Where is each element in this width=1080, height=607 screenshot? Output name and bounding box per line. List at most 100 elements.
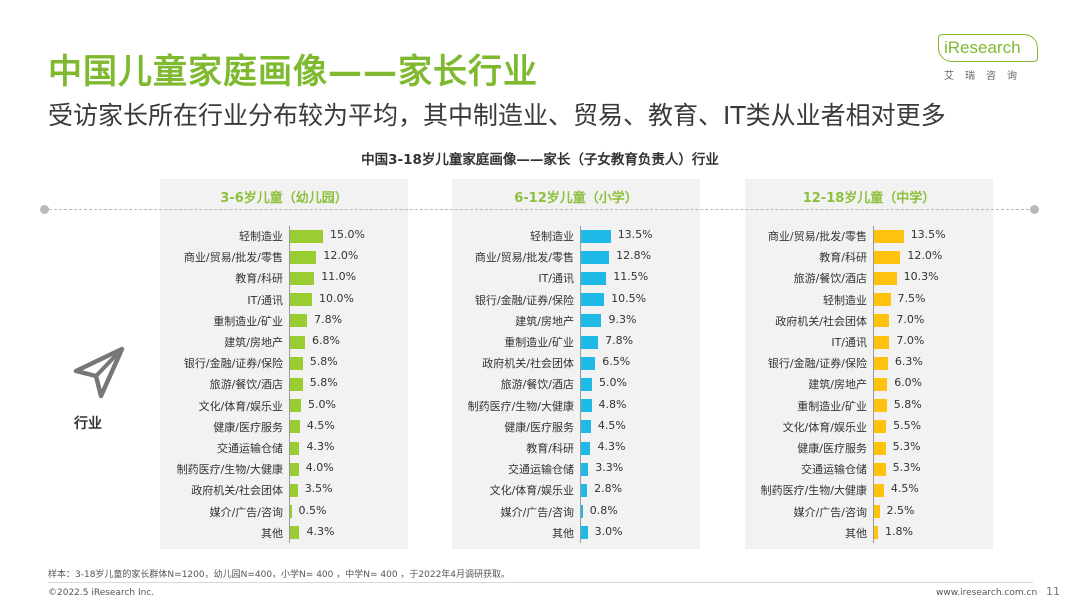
bar bbox=[874, 271, 897, 285]
bar bbox=[581, 420, 591, 434]
category-label: 制药医疗/生物/大健康 bbox=[760, 484, 867, 498]
category-label: 旅游/餐饮/酒店 bbox=[793, 272, 867, 286]
value-label: 10.0% bbox=[319, 291, 354, 305]
bar bbox=[290, 293, 312, 307]
chart-title: 中国3-18岁儿童家庭画像——家长（子女教育负责人）行业 bbox=[361, 152, 719, 168]
bar bbox=[874, 293, 891, 307]
footer-rule bbox=[48, 582, 1033, 583]
value-label: 7.8% bbox=[605, 334, 634, 347]
value-label: 4.0% bbox=[305, 461, 334, 475]
bar bbox=[874, 377, 888, 391]
category-label: 建筑/房地产 bbox=[515, 314, 574, 328]
bar bbox=[290, 271, 315, 285]
paper-plane-icon bbox=[73, 346, 125, 399]
sample-footnote: 样本：3-18岁儿童的家长群体N=1200，幼儿园N=400，小学N= 400 … bbox=[48, 570, 511, 580]
category-label: 教育/科研 bbox=[819, 251, 867, 265]
bar bbox=[874, 441, 886, 455]
category-label: 文化/体育/娱乐业 bbox=[489, 484, 574, 498]
panel-title-kindergarten: 3-6岁儿童（幼儿园） bbox=[220, 191, 348, 206]
value-label: 5.8% bbox=[309, 355, 338, 369]
category-label: 健康/医疗服务 bbox=[504, 420, 574, 434]
value-label: 6.5% bbox=[602, 355, 631, 369]
bar bbox=[290, 462, 299, 476]
bar bbox=[581, 505, 583, 519]
category-label: 旅游/餐饮/酒店 bbox=[209, 378, 283, 392]
bar bbox=[874, 314, 890, 328]
panel-kindergarten: 3-6岁儿童（幼儿园） bbox=[160, 179, 408, 549]
page-number: 11 bbox=[1046, 585, 1060, 598]
page-title: 中国儿童家庭画像——家长行业 bbox=[48, 52, 538, 92]
value-label: 5.5% bbox=[893, 418, 922, 432]
value-label: 0.5% bbox=[298, 503, 327, 517]
category-label: 其他 bbox=[552, 526, 574, 540]
bar bbox=[581, 483, 588, 497]
category-label: 其他 bbox=[845, 526, 867, 540]
value-label: 4.3% bbox=[597, 440, 626, 453]
category-label: 商业/贸易/批发/零售 bbox=[183, 251, 283, 265]
bar bbox=[290, 335, 305, 349]
bar bbox=[581, 250, 610, 264]
bar bbox=[581, 335, 599, 349]
panel-middle: 12-18岁儿童（中学） bbox=[745, 179, 993, 549]
bar bbox=[874, 526, 878, 540]
category-label: 教育/科研 bbox=[235, 272, 283, 286]
bar bbox=[581, 356, 596, 370]
value-label: 5.3% bbox=[892, 461, 921, 475]
category-label: 交通运输仓储 bbox=[801, 463, 867, 477]
bar bbox=[874, 462, 886, 476]
bar bbox=[581, 526, 588, 540]
value-label: 13.5% bbox=[910, 228, 946, 241]
category-label: 政府机关/社会团体 bbox=[191, 484, 283, 498]
category-label: 教育/科研 bbox=[526, 442, 574, 455]
value-label: 11.5% bbox=[613, 270, 649, 284]
website-link[interactable]: www.iresearch.com.cn bbox=[936, 588, 1038, 598]
bar bbox=[581, 293, 605, 307]
category-label: 制药医疗/生物/大健康 bbox=[467, 399, 574, 413]
category-label: 银行/金融/证券/保险 bbox=[183, 357, 283, 371]
value-label: 6.3% bbox=[894, 355, 923, 369]
value-label: 3.3% bbox=[595, 461, 624, 475]
bar bbox=[290, 441, 300, 455]
logo-subtitle: 艾瑞咨询 bbox=[944, 71, 1028, 82]
value-label: 2.8% bbox=[594, 482, 623, 496]
value-label: 6.0% bbox=[894, 376, 923, 390]
bar bbox=[290, 377, 303, 391]
value-label: 0.8% bbox=[589, 503, 618, 517]
bar bbox=[874, 420, 887, 434]
bar-axis bbox=[289, 226, 290, 543]
category-label: 媒介/广告/咨询 bbox=[209, 505, 283, 519]
iresearch-logo: iResearch 艾瑞咨询 bbox=[938, 34, 1042, 84]
value-label: 4.5% bbox=[597, 418, 626, 432]
value-label: 12.8% bbox=[616, 249, 652, 263]
value-label: 7.0% bbox=[896, 312, 925, 326]
category-label: 银行/金融/证券/保险 bbox=[767, 357, 867, 371]
value-label: 1.8% bbox=[884, 524, 913, 538]
value-label: 4.8% bbox=[598, 397, 627, 411]
value-label: 7.0% bbox=[896, 334, 925, 347]
bar bbox=[290, 420, 300, 434]
bar-axis bbox=[580, 226, 581, 543]
bar bbox=[581, 399, 592, 413]
bar bbox=[290, 505, 292, 519]
bar bbox=[874, 335, 890, 349]
divider-dot-left bbox=[40, 205, 49, 214]
category-label: 轻制造业 bbox=[823, 293, 867, 307]
category-label: 政府机关/社会团体 bbox=[482, 357, 574, 371]
category-label: 旅游/餐饮/酒店 bbox=[500, 378, 574, 392]
value-label: 4.5% bbox=[306, 418, 335, 432]
logo-frame bbox=[938, 34, 1038, 62]
category-label: 重制造业/矿业 bbox=[504, 336, 574, 349]
bar bbox=[874, 250, 901, 264]
bar bbox=[290, 483, 298, 497]
category-label: 重制造业/矿业 bbox=[213, 314, 283, 328]
value-label: 11.0% bbox=[321, 270, 357, 284]
value-label: 15.0% bbox=[330, 228, 365, 241]
category-label: 媒介/广告/咨询 bbox=[500, 505, 574, 519]
category-label: 文化/体育/娱乐业 bbox=[198, 399, 283, 413]
value-label: 5.0% bbox=[599, 376, 627, 390]
logo-brand: iResearch bbox=[944, 38, 1021, 57]
category-label: 银行/金融/证券/保险 bbox=[474, 293, 574, 307]
value-label: 12.0% bbox=[907, 249, 943, 263]
category-label: IT/通讯 bbox=[831, 336, 867, 349]
value-label: 6.8% bbox=[311, 334, 340, 347]
